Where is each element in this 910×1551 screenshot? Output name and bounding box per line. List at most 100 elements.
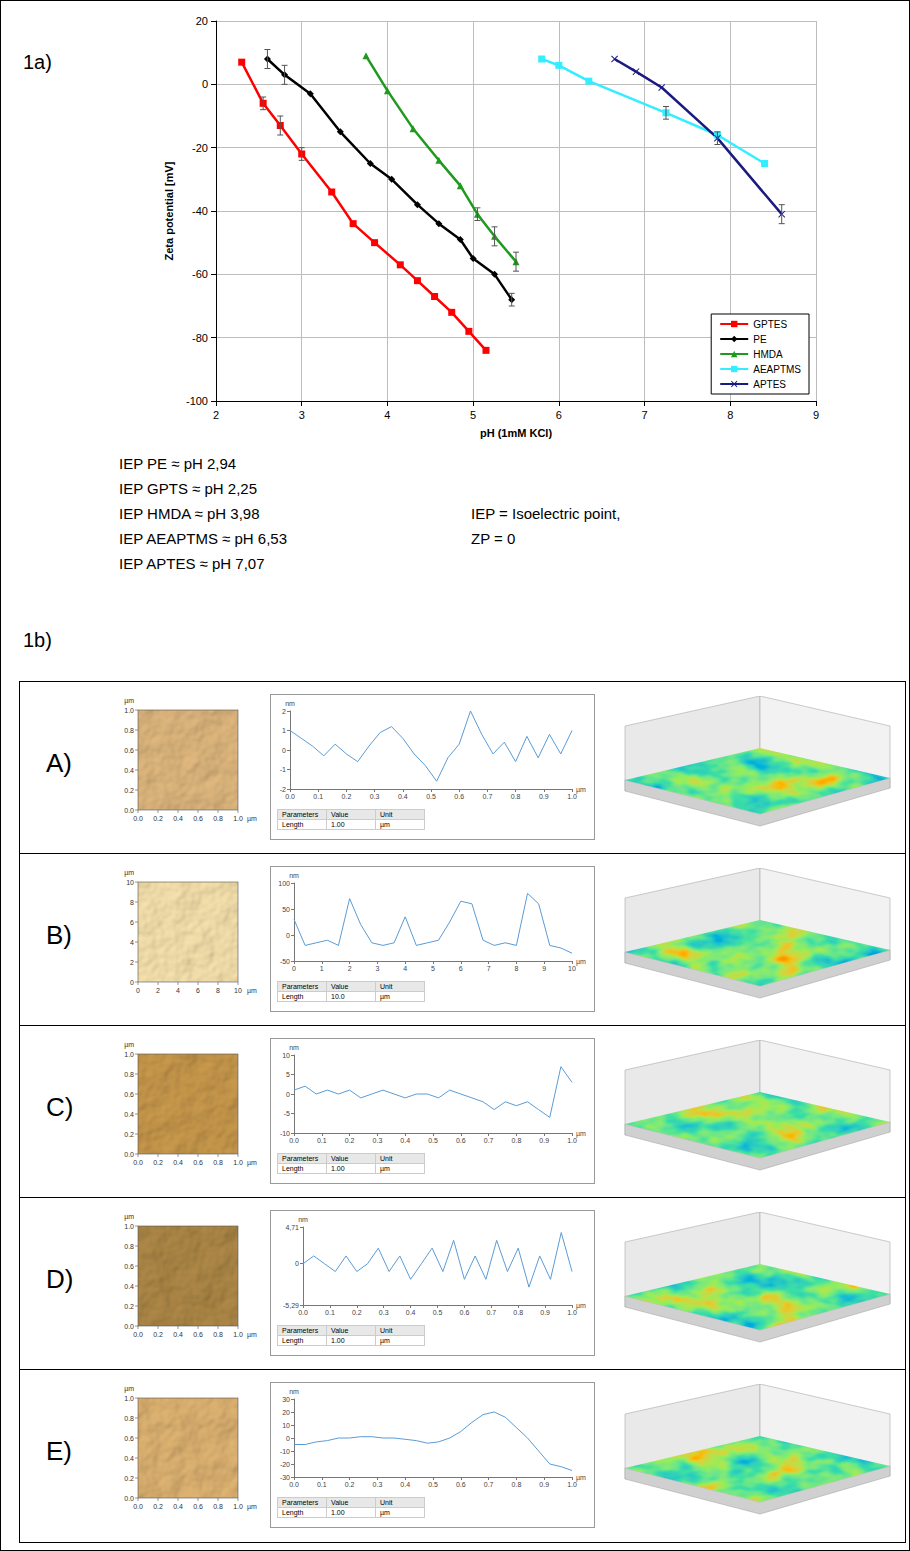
svg-text:0.1: 0.1 [317,1481,327,1488]
svg-text:0.9: 0.9 [540,1309,550,1316]
svg-text:10: 10 [126,879,134,886]
svg-text:0.4: 0.4 [400,1481,410,1488]
svg-text:µm: µm [247,1159,257,1167]
svg-text:0.2: 0.2 [153,1159,163,1166]
svg-text:0: 0 [286,1091,290,1098]
svg-text:µm: µm [124,697,134,705]
svg-text:20: 20 [196,15,208,27]
svg-text:0.3: 0.3 [373,1481,383,1488]
svg-text:0: 0 [286,932,290,939]
svg-text:9: 9 [542,965,546,972]
svg-text:0.5: 0.5 [428,1137,438,1144]
svg-text:1.0: 1.0 [233,815,243,822]
svg-text:µm: µm [124,1385,134,1393]
svg-text:0.2: 0.2 [352,1309,362,1316]
svg-text:0.8: 0.8 [213,1159,223,1166]
svg-text:0.0: 0.0 [289,1137,299,1144]
svg-text:0.6: 0.6 [460,1309,470,1316]
svg-text:1.0: 1.0 [567,1481,577,1488]
svg-text:0.6: 0.6 [454,793,464,800]
svg-text:-2: -2 [280,786,286,793]
svg-text:µm: µm [576,958,586,966]
svg-text:µm: µm [576,1474,586,1482]
svg-text:0.4: 0.4 [400,1137,410,1144]
svg-text:0.5: 0.5 [426,793,436,800]
svg-text:0.8: 0.8 [124,1415,134,1422]
svg-text:1.0: 1.0 [124,1051,134,1058]
svg-text:0.2: 0.2 [124,1303,134,1310]
svg-text:µm: µm [124,1213,134,1221]
svg-text:0.8: 0.8 [213,815,223,822]
svg-text:µm: µm [576,1130,586,1138]
svg-text:0.0: 0.0 [298,1309,308,1316]
svg-text:0.8: 0.8 [511,793,521,800]
svg-text:nm: nm [289,872,299,879]
svg-text:0.6: 0.6 [193,1159,203,1166]
svg-text:4: 4 [130,939,134,946]
svg-text:10: 10 [568,965,576,972]
svg-text:0.2: 0.2 [124,787,134,794]
svg-text:0.0: 0.0 [133,815,143,822]
svg-text:nm: nm [289,1388,299,1395]
svg-text:100: 100 [278,880,290,887]
svg-text:0.7: 0.7 [484,1137,494,1144]
svg-text:0: 0 [295,1260,299,1267]
svg-text:-60: -60 [192,268,208,280]
svg-text:Zeta potential [mV]: Zeta potential [mV] [163,161,175,260]
svg-text:2: 2 [282,708,286,715]
svg-text:1: 1 [282,727,286,734]
svg-text:µm: µm [124,1041,134,1049]
svg-text:0.6: 0.6 [456,1481,466,1488]
svg-text:0.8: 0.8 [213,1331,223,1338]
svg-text:1.0: 1.0 [124,707,134,714]
svg-text:2: 2 [348,965,352,972]
svg-text:0.0: 0.0 [124,1323,134,1330]
svg-text:1.0: 1.0 [567,793,577,800]
svg-text:0.2: 0.2 [124,1475,134,1482]
svg-text:-1: -1 [280,766,286,773]
svg-text:4: 4 [384,409,390,421]
svg-text:0.4: 0.4 [124,1455,134,1462]
svg-text:20: 20 [282,1409,290,1416]
svg-text:1.0: 1.0 [233,1159,243,1166]
svg-text:0.3: 0.3 [379,1309,389,1316]
svg-text:µm: µm [247,1503,257,1511]
svg-text:8: 8 [130,899,134,906]
svg-text:0.4: 0.4 [173,815,183,822]
svg-text:µm: µm [247,815,257,823]
svg-text:8: 8 [727,409,733,421]
svg-text:0.0: 0.0 [124,807,134,814]
svg-text:0.0: 0.0 [124,1495,134,1502]
svg-text:1.0: 1.0 [567,1137,577,1144]
svg-text:-40: -40 [192,205,208,217]
svg-text:0.4: 0.4 [398,793,408,800]
svg-text:0.7: 0.7 [486,1309,496,1316]
svg-text:0.8: 0.8 [513,1309,523,1316]
svg-text:0.6: 0.6 [193,1331,203,1338]
svg-text:0.4: 0.4 [124,1111,134,1118]
svg-text:pH (1mM KCl): pH (1mM KCl) [480,427,552,439]
svg-text:4: 4 [403,965,407,972]
svg-text:0.0: 0.0 [133,1159,143,1166]
svg-text:0.2: 0.2 [342,793,352,800]
svg-text:1.0: 1.0 [233,1503,243,1510]
svg-text:50: 50 [282,906,290,913]
svg-text:2: 2 [130,959,134,966]
svg-text:APTES: APTES [753,379,786,390]
svg-text:nm: nm [298,1216,308,1223]
svg-text:0: 0 [282,747,286,754]
svg-text:1.0: 1.0 [567,1309,577,1316]
svg-text:PE: PE [753,334,767,345]
svg-text:-80: -80 [192,332,208,344]
svg-text:6: 6 [556,409,562,421]
svg-text:0.2: 0.2 [345,1481,355,1488]
svg-text:0.8: 0.8 [512,1137,522,1144]
svg-text:0.9: 0.9 [539,1137,549,1144]
svg-text:-10: -10 [280,1130,290,1137]
svg-text:-20: -20 [280,1461,290,1468]
svg-text:0.4: 0.4 [173,1159,183,1166]
svg-text:10: 10 [282,1052,290,1059]
svg-text:7: 7 [487,965,491,972]
svg-text:0.9: 0.9 [539,1481,549,1488]
svg-text:10: 10 [234,987,242,994]
